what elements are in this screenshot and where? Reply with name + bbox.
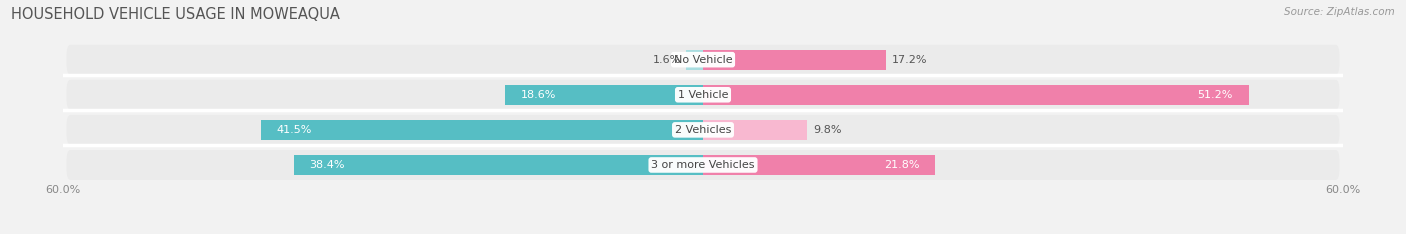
FancyBboxPatch shape — [66, 80, 1340, 110]
Bar — [260, 120, 703, 140]
Text: 9.8%: 9.8% — [813, 125, 841, 135]
Text: HOUSEHOLD VEHICLE USAGE IN MOWEAQUA: HOUSEHOLD VEHICLE USAGE IN MOWEAQUA — [11, 7, 340, 22]
Text: 3 or more Vehicles: 3 or more Vehicles — [651, 160, 755, 170]
Bar — [294, 155, 703, 175]
FancyBboxPatch shape — [66, 115, 1340, 145]
Text: 21.8%: 21.8% — [884, 160, 920, 170]
Bar — [703, 155, 935, 175]
Text: 41.5%: 41.5% — [277, 125, 312, 135]
Text: 51.2%: 51.2% — [1198, 90, 1233, 100]
FancyBboxPatch shape — [66, 150, 1340, 180]
Bar — [703, 85, 1249, 105]
Text: 2 Vehicles: 2 Vehicles — [675, 125, 731, 135]
Bar — [505, 85, 703, 105]
Text: No Vehicle: No Vehicle — [673, 55, 733, 65]
FancyBboxPatch shape — [66, 45, 1340, 75]
Bar — [703, 120, 807, 140]
Text: 17.2%: 17.2% — [891, 55, 927, 65]
Text: Source: ZipAtlas.com: Source: ZipAtlas.com — [1284, 7, 1395, 17]
Bar — [703, 50, 886, 69]
Bar — [686, 50, 703, 69]
Text: 38.4%: 38.4% — [309, 160, 344, 170]
Text: 1.6%: 1.6% — [652, 55, 681, 65]
Text: 1 Vehicle: 1 Vehicle — [678, 90, 728, 100]
Text: 18.6%: 18.6% — [520, 90, 555, 100]
